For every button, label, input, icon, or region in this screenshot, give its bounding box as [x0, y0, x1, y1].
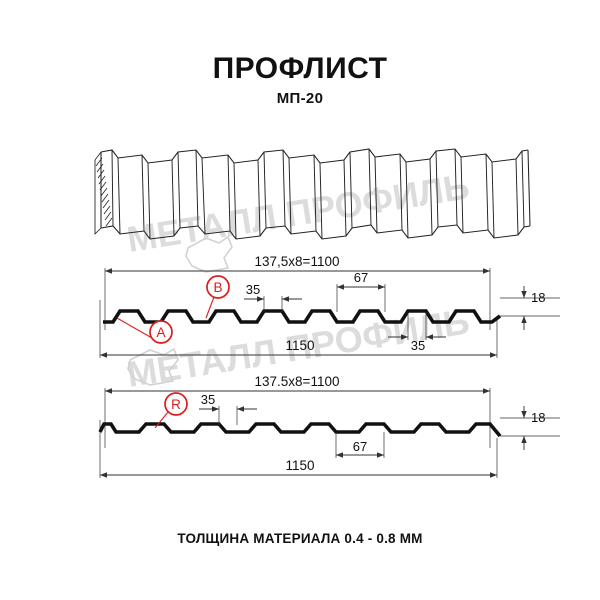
- callout-B-label: B: [213, 280, 222, 295]
- page-subtitle-model: МП-20: [276, 90, 324, 107]
- profile-polyline-top: [103, 309, 502, 324]
- dimension-35-lower-top: 35: [388, 334, 446, 353]
- dimension-label-67-bottom: 67: [353, 439, 367, 454]
- dimension-67-top: 67: [337, 270, 385, 290]
- dimension-total-top: 1150: [100, 338, 497, 358]
- profile-polyline-bottom: [98, 422, 502, 438]
- dimension-label-35-lower-top: 35: [411, 338, 425, 353]
- dimension-18-bottom: 18: [521, 406, 545, 450]
- dimension-label-total-top: 1150: [285, 338, 314, 353]
- isometric-profile-view: [94, 148, 531, 240]
- dimension-total-bottom: 1150: [100, 458, 497, 478]
- section-view-bottom: 137.5x8=1100 1150 35: [98, 374, 560, 478]
- dimension-label-total-bottom: 1150: [285, 458, 314, 473]
- dimension-modular-bottom: 137.5x8=1100: [105, 374, 490, 394]
- dimension-18-top: 18: [521, 286, 545, 330]
- callout-A-label: A: [156, 325, 165, 340]
- dimension-35-top: 35: [244, 282, 302, 302]
- dimension-35-bottom: 35: [199, 392, 257, 412]
- material-thickness-note: ТОЛЩИНА МАТЕРИАЛА 0.4 - 0.8 ММ: [177, 531, 423, 546]
- watermark-logo-icon-2: [127, 347, 179, 386]
- dimension-label-modular-bottom: 137.5x8=1100: [255, 374, 340, 389]
- dimension-67-bottom: 67: [336, 439, 384, 458]
- callout-R[interactable]: R: [154, 392, 188, 429]
- callout-A[interactable]: A: [116, 317, 173, 344]
- callout-B[interactable]: B: [205, 275, 230, 319]
- watermark-text: МЕТАЛЛ ПРОФИЛЬ: [124, 165, 472, 260]
- dimension-label-18-bottom: 18: [531, 410, 545, 425]
- extension-lines-top: [99, 268, 560, 358]
- dimension-label-35-bottom: 35: [201, 392, 215, 407]
- dimension-label-18-top: 18: [531, 290, 545, 305]
- callout-R-label: R: [171, 397, 181, 412]
- watermark-logo-icon: [185, 235, 233, 273]
- dimension-label-modular-top: 137,5x8=1100: [255, 254, 340, 269]
- dimension-label-35-top: 35: [246, 282, 260, 297]
- extension-lines-bottom: [99, 388, 560, 478]
- dimension-modular-top: 137,5x8=1100: [105, 254, 490, 274]
- dimension-label-67-top: 67: [354, 270, 368, 285]
- page-title: ПРОФЛИСТ: [212, 52, 388, 85]
- section-view-top: 137,5x8=1100 1150 35: [99, 254, 560, 358]
